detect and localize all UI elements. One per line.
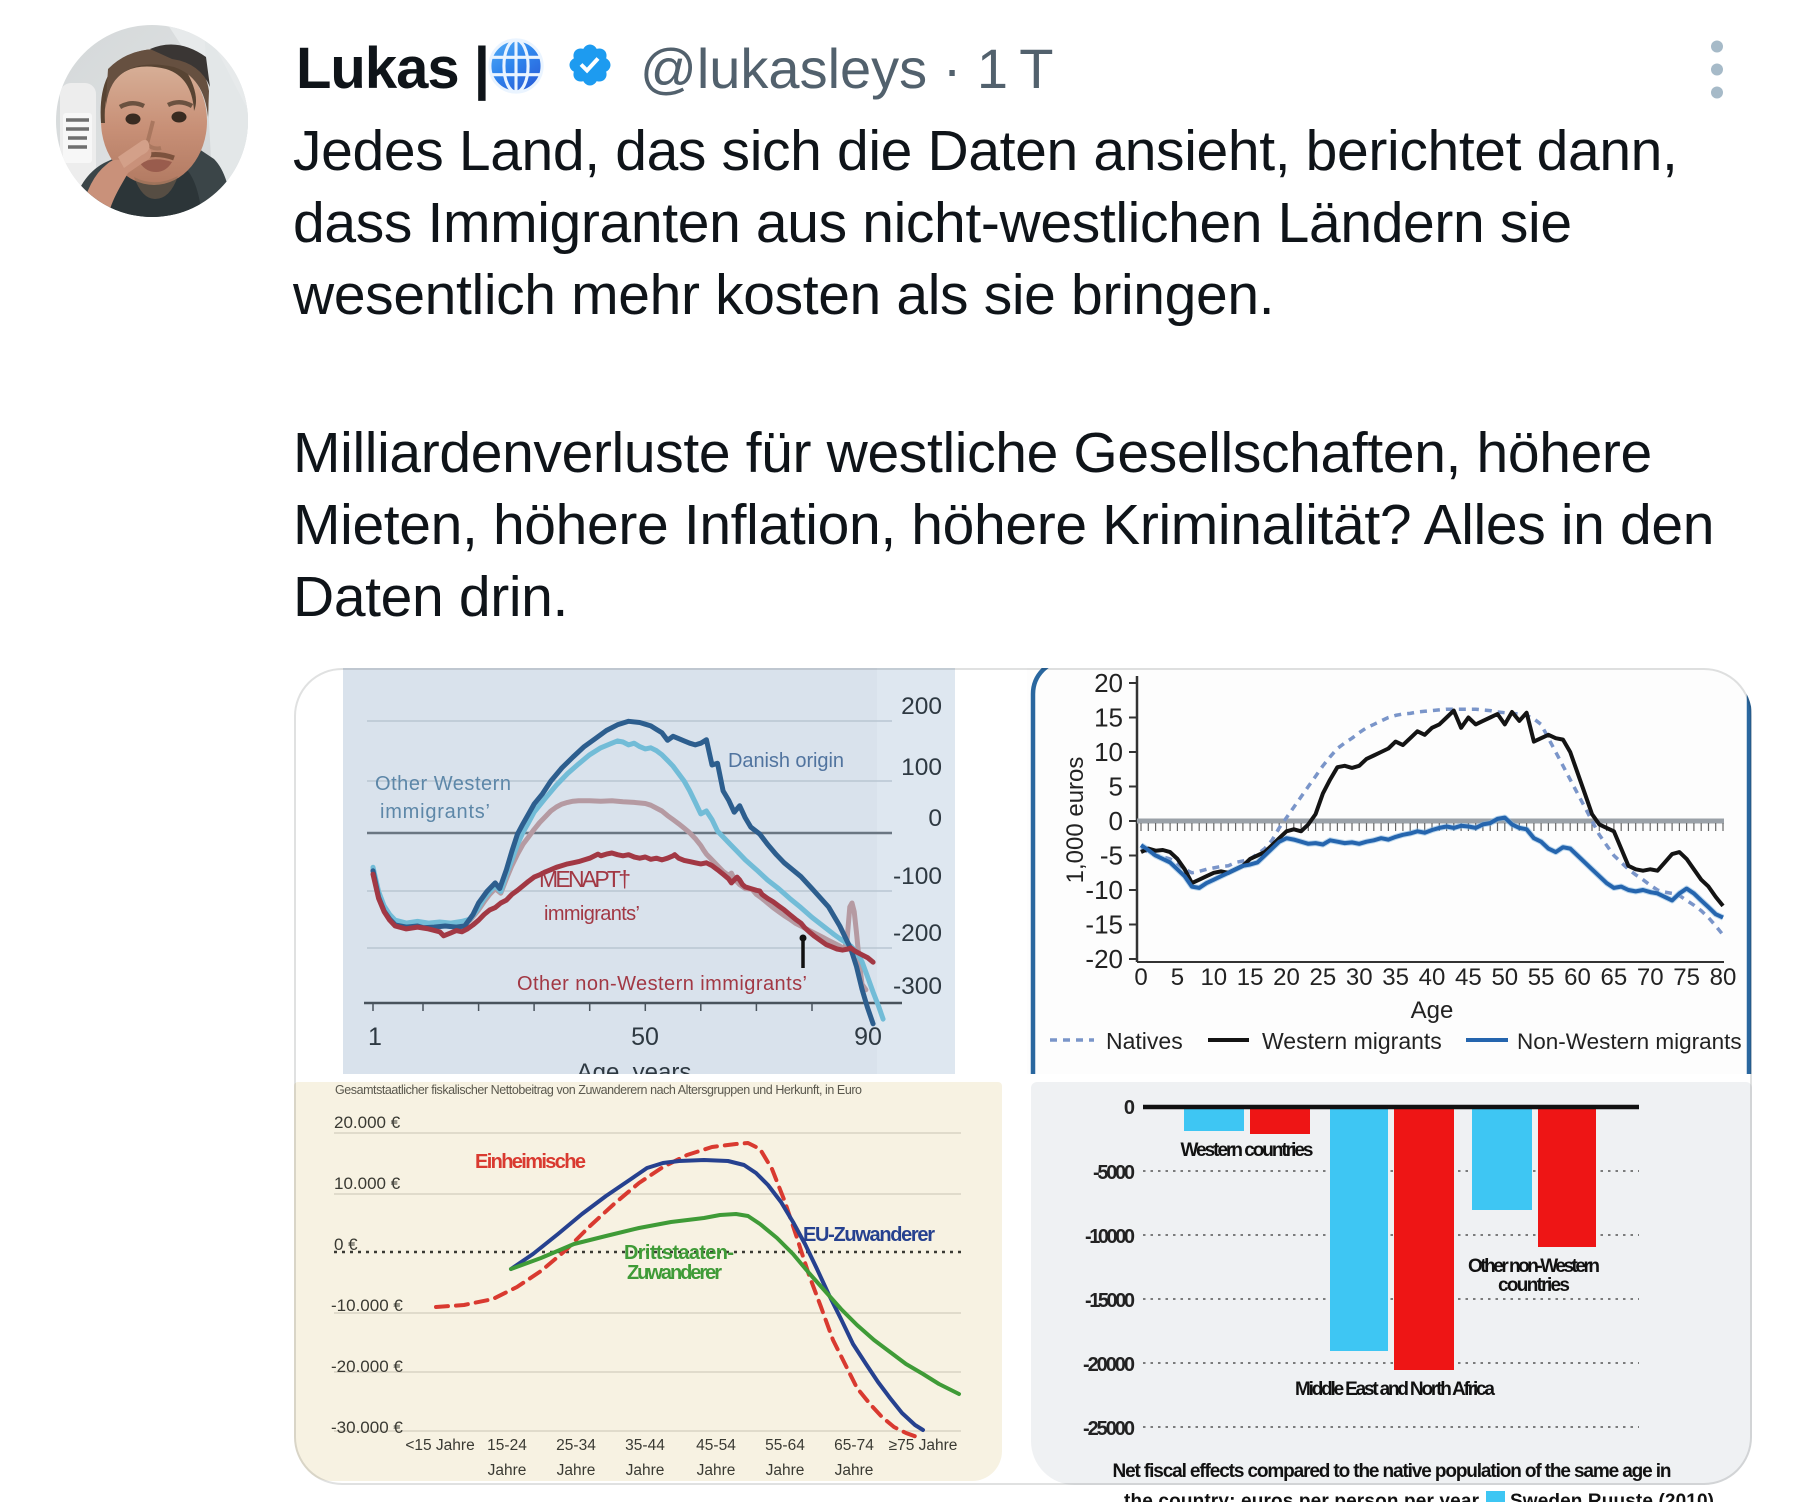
svg-text:Sweden Ruuste (2010): Sweden Ruuste (2010) xyxy=(1510,1491,1714,1502)
svg-text:Einheimische: Einheimische xyxy=(475,1151,586,1173)
svg-text:Non-Western migrants: Non-Western migrants xyxy=(1517,1029,1742,1054)
svg-text:Other Western: Other Western xyxy=(375,773,511,795)
svg-text:-5000: -5000 xyxy=(1093,1162,1135,1184)
svg-text:5: 5 xyxy=(1171,964,1184,991)
svg-text:0: 0 xyxy=(1124,1097,1135,1119)
svg-text:-20.000 €: -20.000 € xyxy=(331,1357,403,1376)
svg-text:1,000 euros: 1,000 euros xyxy=(1062,757,1089,884)
svg-text:40: 40 xyxy=(1419,964,1446,991)
svg-text:Age: Age xyxy=(1411,997,1454,1024)
svg-text:200: 200 xyxy=(901,693,942,720)
svg-text:90: 90 xyxy=(854,1023,882,1051)
svg-text:Other non-Western immigrants’: Other non-Western immigrants’ xyxy=(517,973,807,995)
svg-text:Zuwanderer: Zuwanderer xyxy=(627,1262,722,1284)
svg-text:70: 70 xyxy=(1637,964,1664,991)
svg-text:55: 55 xyxy=(1528,964,1555,991)
svg-text:-15: -15 xyxy=(1085,910,1123,940)
svg-text:-20: -20 xyxy=(1085,944,1123,974)
svg-text:Jahre: Jahre xyxy=(697,1462,736,1479)
svg-text:Western migrants: Western migrants xyxy=(1262,1028,1442,1054)
svg-text:Jahre: Jahre xyxy=(488,1462,527,1479)
svg-text:Middle East and North Africa: Middle East and North Africa xyxy=(1295,1379,1495,1400)
svg-text:20: 20 xyxy=(1094,668,1123,698)
svg-text:75: 75 xyxy=(1673,964,1700,991)
svg-text:-10000: -10000 xyxy=(1085,1226,1135,1248)
svg-text:60: 60 xyxy=(1564,964,1591,991)
svg-text:80: 80 xyxy=(1710,964,1737,991)
svg-text:Jahre: Jahre xyxy=(835,1462,874,1479)
svg-text:Jahre: Jahre xyxy=(557,1462,596,1479)
svg-text:Jahre: Jahre xyxy=(626,1462,665,1479)
svg-text:25: 25 xyxy=(1310,964,1337,991)
svg-text:55-64: 55-64 xyxy=(765,1437,805,1454)
svg-text:MENAPT†: MENAPT† xyxy=(539,866,631,892)
svg-text:65: 65 xyxy=(1601,964,1628,991)
svg-text:-25000: -25000 xyxy=(1083,1418,1135,1440)
svg-text:45-54: 45-54 xyxy=(696,1437,736,1454)
svg-text:25-34: 25-34 xyxy=(556,1437,596,1454)
svg-text:0: 0 xyxy=(1134,964,1147,991)
svg-text:Jahre: Jahre xyxy=(766,1462,805,1479)
svg-text:1: 1 xyxy=(368,1023,382,1051)
svg-text:15: 15 xyxy=(1237,964,1264,991)
svg-text:-20000: -20000 xyxy=(1083,1354,1135,1376)
svg-text:30: 30 xyxy=(1346,964,1373,991)
svg-text:5: 5 xyxy=(1109,772,1123,802)
svg-text:20: 20 xyxy=(1273,964,1300,991)
svg-text:15: 15 xyxy=(1094,703,1123,733)
svg-text:-10: -10 xyxy=(1085,875,1123,905)
svg-text:Other non-Western: Other non-Western xyxy=(1468,1256,1600,1277)
svg-text:<15 Jahre: <15 Jahre xyxy=(405,1437,474,1454)
svg-text:65-74: 65-74 xyxy=(834,1437,874,1454)
svg-text:EU-Zuwanderer: EU-Zuwanderer xyxy=(803,1224,935,1246)
svg-text:-200: -200 xyxy=(893,920,942,947)
svg-text:-300: -300 xyxy=(893,973,942,1000)
svg-text:Danish origin: Danish origin xyxy=(728,750,844,772)
svg-text:100: 100 xyxy=(901,754,942,781)
svg-text:the country; euros per person: the country; euros per person per year xyxy=(1124,1491,1480,1502)
svg-text:Drittstaaten-: Drittstaaten- xyxy=(624,1242,734,1264)
svg-text:50: 50 xyxy=(631,1023,659,1051)
svg-text:-30.000 €: -30.000 € xyxy=(331,1418,403,1437)
svg-text:0: 0 xyxy=(928,805,942,832)
svg-text:45: 45 xyxy=(1455,964,1482,991)
svg-text:-100: -100 xyxy=(893,863,942,890)
svg-text:-15000: -15000 xyxy=(1085,1290,1135,1312)
svg-text:-10.000 €: -10.000 € xyxy=(331,1296,403,1315)
svg-text:0: 0 xyxy=(1109,806,1123,836)
svg-text:immigrants’: immigrants’ xyxy=(380,801,490,823)
svg-text:10.000 €: 10.000 € xyxy=(334,1174,401,1193)
svg-text:Age, years: Age, years xyxy=(577,1059,692,1074)
svg-text:10: 10 xyxy=(1200,964,1227,991)
svg-text:Net fiscal effects compared to: Net fiscal effects compared to the nativ… xyxy=(1113,1461,1672,1482)
svg-text:-5: -5 xyxy=(1100,841,1123,871)
svg-text:35: 35 xyxy=(1382,964,1409,991)
svg-text:immigrants’: immigrants’ xyxy=(544,903,640,925)
svg-text:15-24: 15-24 xyxy=(487,1437,527,1454)
svg-text:Gesamtstaatlicher fiskalischer: Gesamtstaatlicher fiskalischer Nettobeit… xyxy=(335,1083,862,1097)
svg-text:10: 10 xyxy=(1094,737,1123,767)
svg-text:35-44: 35-44 xyxy=(625,1437,665,1454)
svg-text:0 €: 0 € xyxy=(334,1235,358,1254)
svg-text:countries: countries xyxy=(1498,1275,1570,1296)
svg-text:Natives: Natives xyxy=(1106,1028,1183,1054)
svg-text:50: 50 xyxy=(1491,964,1518,991)
svg-text:Western countries: Western countries xyxy=(1181,1140,1314,1161)
svg-text:20.000 €: 20.000 € xyxy=(334,1113,401,1132)
svg-text:≥75 Jahre: ≥75 Jahre xyxy=(889,1437,958,1454)
